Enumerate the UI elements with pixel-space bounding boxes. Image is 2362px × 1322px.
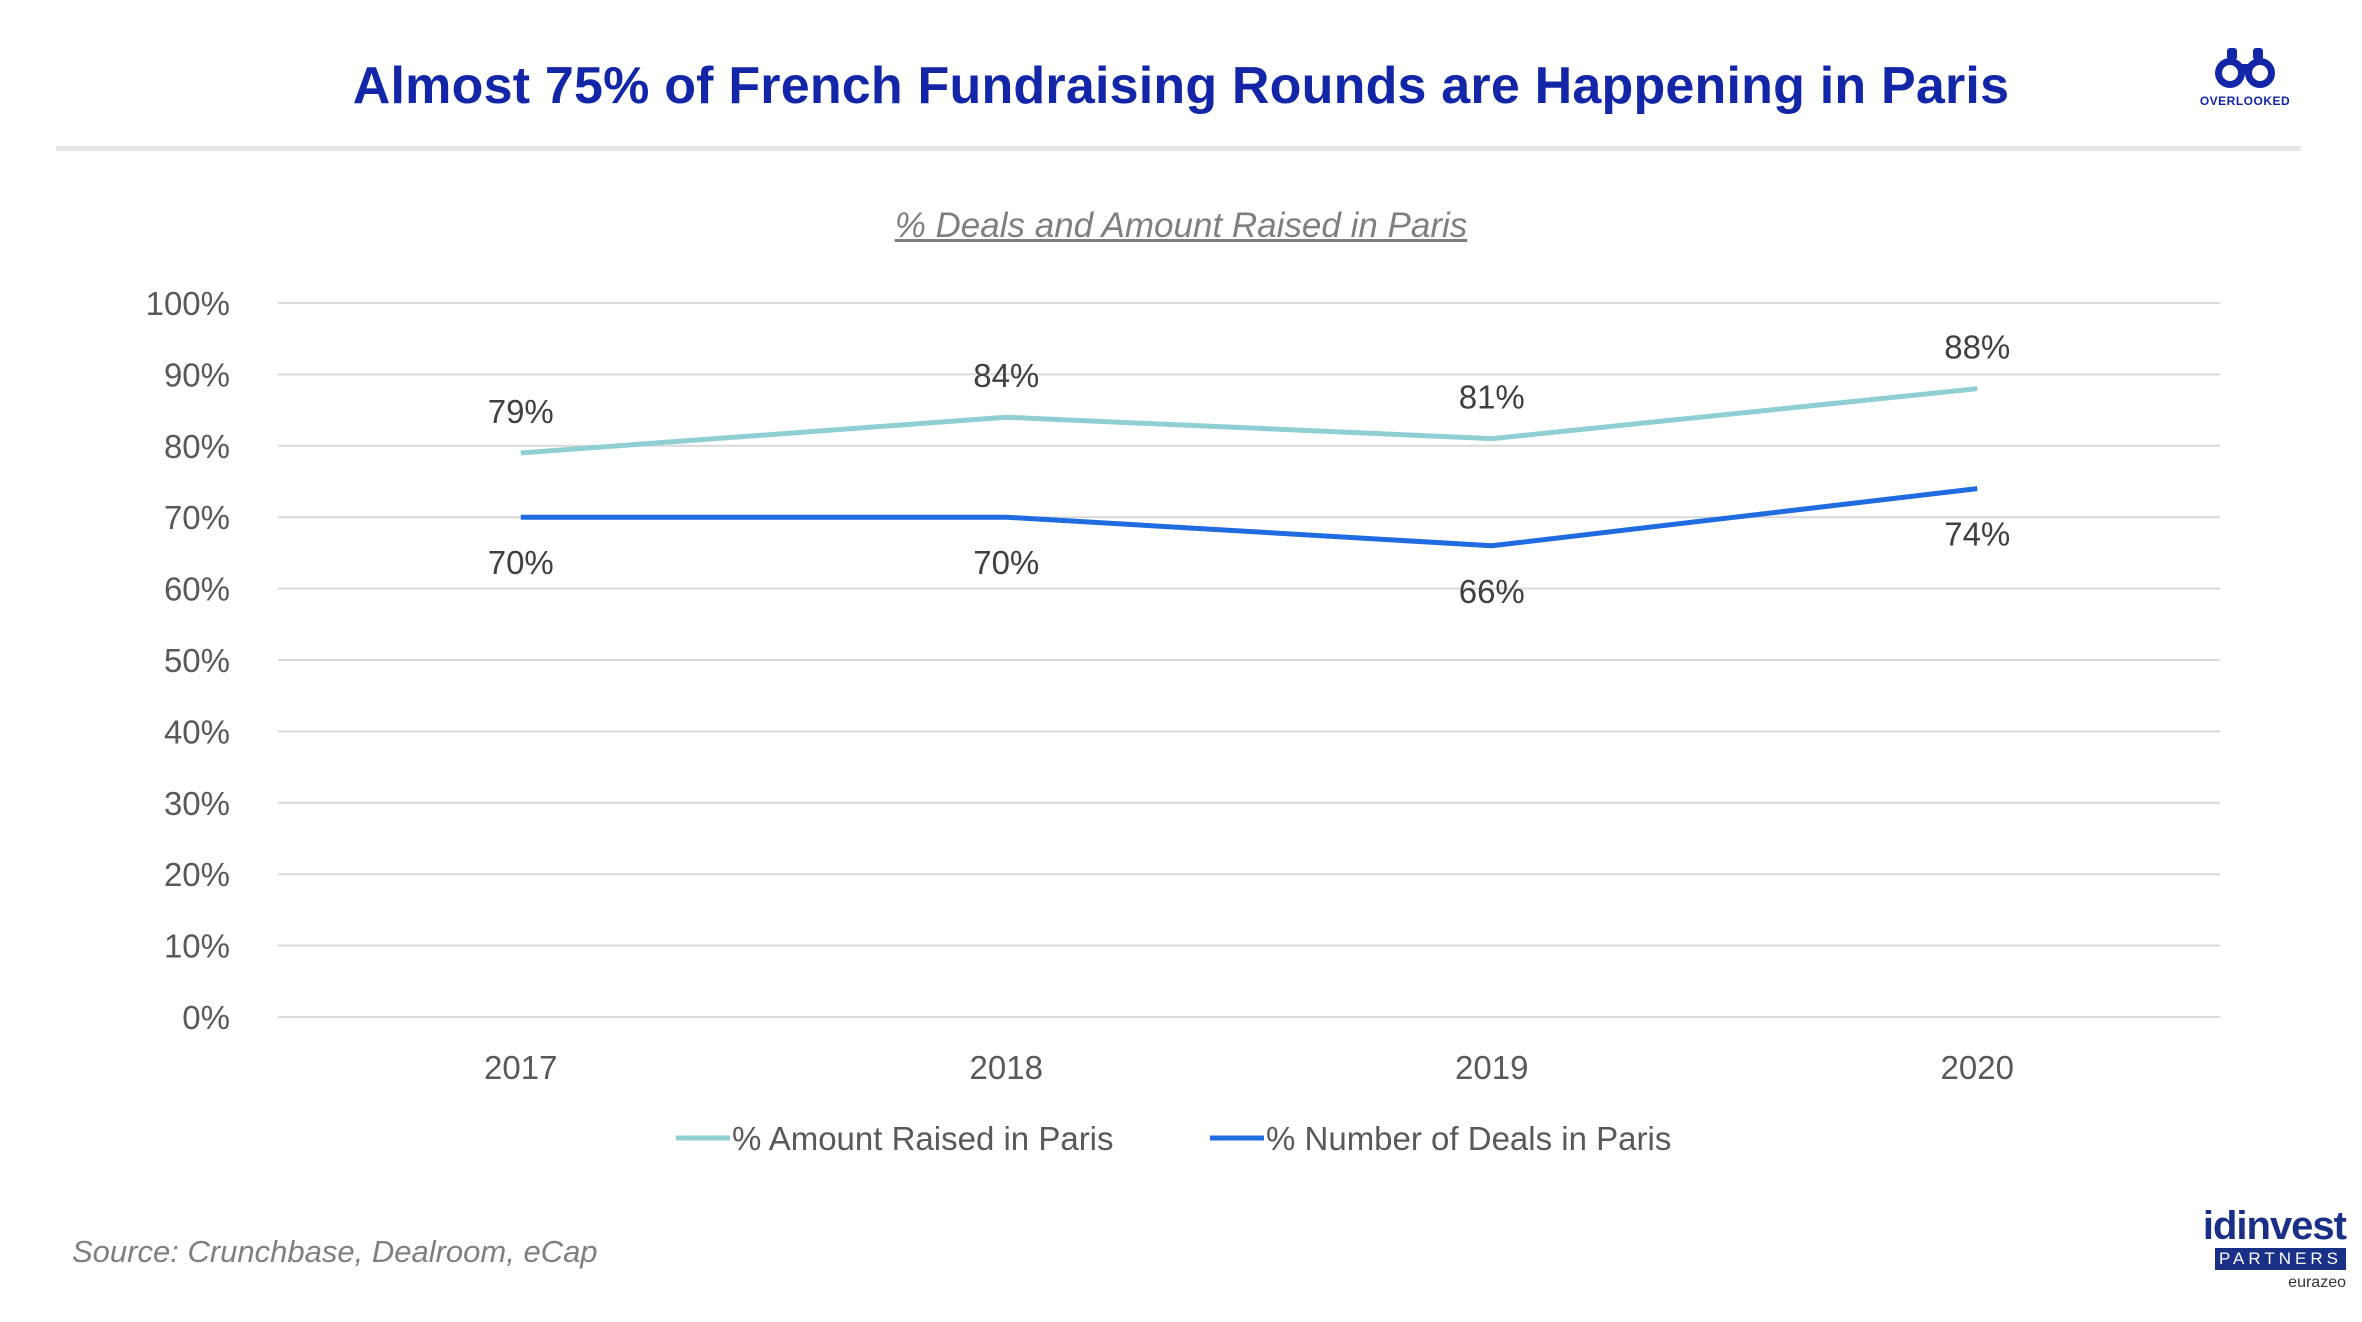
source-note: Source: Crunchbase, Dealroom, eCap	[72, 1234, 598, 1269]
data-label: 70%	[973, 544, 1039, 581]
data-label: 70%	[488, 544, 554, 581]
series-line	[520, 486, 1978, 549]
y-tick-label: 60%	[164, 571, 230, 608]
binoculars-icon	[2215, 48, 2275, 88]
legend-label: % Amount Raised in Paris	[732, 1120, 1114, 1157]
partner-sub: PARTNERS	[2214, 1248, 2346, 1270]
overlooked-logo-text: OVERLOOKED	[2199, 94, 2291, 108]
overlooked-logo: OVERLOOKED	[2190, 46, 2300, 126]
legend: % Amount Raised in Paris % Number of Deal…	[676, 1120, 1671, 1157]
x-tick-label: 2017	[484, 1049, 557, 1086]
data-label: 74%	[1944, 516, 2010, 553]
y-tick-label: 100%	[146, 285, 230, 322]
partner-sub2: eurazeo	[2288, 1274, 2346, 1291]
y-tick-label: 0%	[182, 999, 230, 1036]
series	[520, 386, 1978, 549]
y-tick-label: 30%	[164, 785, 230, 822]
data-label: 88%	[1944, 329, 2010, 366]
y-axis-ticks: 0% 10% 20% 30% 40% 50% 60% 70% 80% 90% 100%	[146, 285, 230, 1036]
legend-label: % Number of Deals in Paris	[1266, 1120, 1671, 1157]
data-label: 79%	[488, 393, 554, 430]
y-tick-label: 40%	[164, 713, 230, 750]
slide-title: Almost 75% of French Fundraising Rounds …	[352, 57, 2010, 115]
x-tick-label: 2020	[1941, 1049, 2014, 1086]
series-line	[520, 386, 1978, 456]
gridlines	[278, 302, 2220, 1018]
y-tick-label: 80%	[164, 428, 230, 465]
data-label: 66%	[1459, 573, 1525, 610]
chart-title: % Deals and Amount Raised in Paris	[894, 206, 1468, 245]
partner-name: idinvest	[2202, 1204, 2347, 1248]
x-axis-ticks: 2017 2018 2019 2020	[484, 1049, 2014, 1086]
x-tick-label: 2018	[970, 1049, 1043, 1086]
y-tick-label: 20%	[164, 856, 230, 893]
y-tick-label: 90%	[164, 356, 230, 393]
data-label: 84%	[973, 357, 1039, 394]
x-tick-label: 2019	[1455, 1049, 1528, 1086]
y-tick-label: 50%	[164, 642, 230, 679]
title-divider	[56, 146, 2301, 151]
y-tick-label: 10%	[164, 928, 230, 965]
data-labels: 79% 84% 81% 88% 70% 70% 66% 74%	[488, 329, 2011, 610]
idinvest-logo: idinvest PARTNERS eurazeo	[2186, 1204, 2347, 1306]
y-tick-label: 70%	[164, 499, 230, 536]
data-label: 81%	[1459, 379, 1525, 416]
